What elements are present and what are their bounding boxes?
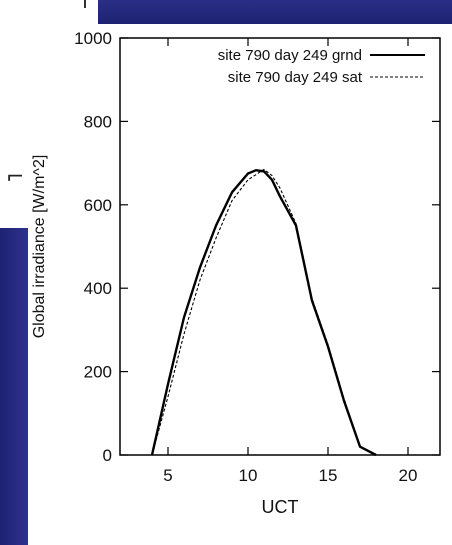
y-tick-label: 400: [84, 279, 112, 298]
x-tick-label: 20: [399, 466, 418, 485]
y-tick-label: 0: [103, 446, 112, 465]
legend-label: site 790 day 249 sat: [228, 69, 363, 86]
x-tick-label: 15: [319, 466, 338, 485]
legend-label: site 790 day 249 grnd: [218, 47, 362, 64]
slide-header-band: [98, 0, 452, 24]
slide-side-band: [0, 228, 28, 545]
y-axis-ticks: 0 200 400 600 800 1000: [74, 29, 440, 465]
series-line-1: [150, 168, 377, 457]
series-layer: [150, 168, 377, 457]
plot-border: [119, 37, 441, 456]
y-tick-label: 1000: [74, 29, 112, 48]
plot-frame: [119, 37, 441, 456]
corner-mark: [84, 0, 86, 8]
decorative-bracket-icon: ⌐: [6, 165, 25, 190]
y-tick-label: 200: [84, 363, 112, 382]
legend: site 790 day 249 grnd site 790 day 249 sa…: [218, 47, 425, 86]
y-axis-label: Global irradiance [W/m^2]: [31, 155, 48, 339]
x-tick-label: 5: [163, 466, 172, 485]
series-line-2: [151, 168, 377, 456]
x-axis-label: UCT: [262, 497, 299, 517]
y-tick-label: 600: [84, 196, 112, 215]
y-tick-label: 800: [84, 112, 112, 131]
x-tick-label: 10: [239, 466, 258, 485]
x-axis-ticks: 5 10 15 20: [163, 38, 417, 485]
